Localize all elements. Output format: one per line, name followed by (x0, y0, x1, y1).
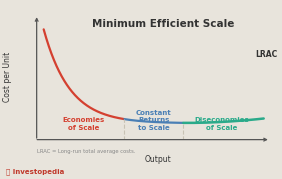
Text: Constant
Returns
to Scale: Constant Returns to Scale (136, 110, 171, 131)
Text: Ⓜ Investopedia: Ⓜ Investopedia (6, 168, 64, 175)
Text: Cost per Unit: Cost per Unit (3, 52, 12, 102)
Text: LRAC: LRAC (255, 50, 278, 59)
Text: Output: Output (145, 155, 171, 164)
Text: LRAC = Long-run total average costs.: LRAC = Long-run total average costs. (37, 149, 135, 154)
Text: Minimum Efficient Scale: Minimum Efficient Scale (92, 19, 234, 29)
Text: Economies
of Scale: Economies of Scale (62, 117, 105, 131)
Text: Diseconomies
of Scale: Diseconomies of Scale (194, 117, 249, 131)
